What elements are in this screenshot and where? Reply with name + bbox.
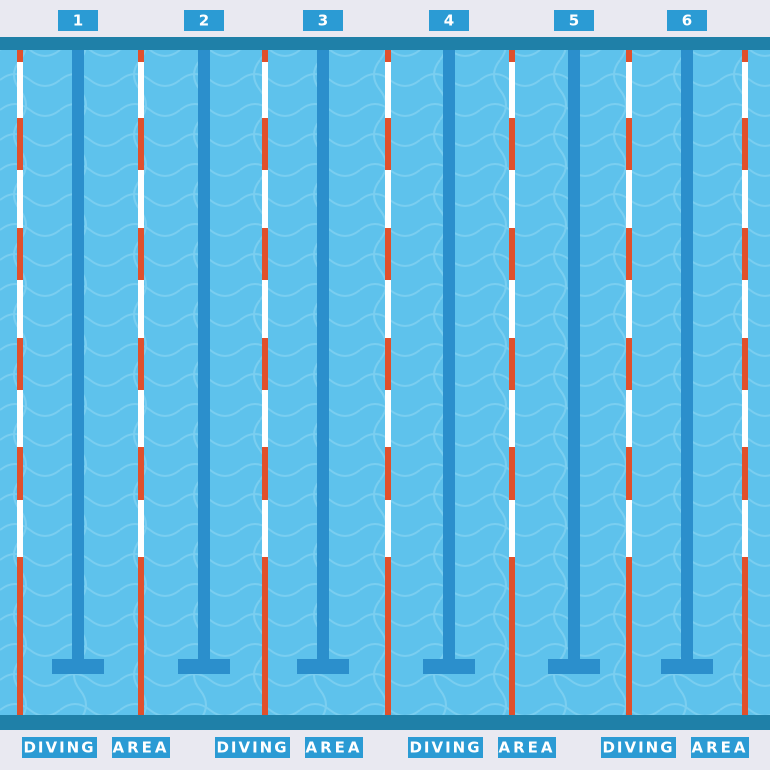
lane-line-end xyxy=(661,659,713,674)
lane-line-end xyxy=(423,659,475,674)
lane-number: 6 xyxy=(682,12,692,30)
label-box xyxy=(215,737,290,758)
rope-float xyxy=(385,447,391,500)
lane-number: 1 xyxy=(73,12,83,30)
lane-line xyxy=(317,50,329,662)
lane-line xyxy=(568,50,580,662)
label-word: AREA xyxy=(305,739,362,757)
rope-float xyxy=(626,557,632,715)
lane-number-box xyxy=(303,10,343,31)
rope-float xyxy=(509,228,515,280)
rope-float xyxy=(509,118,515,170)
rope-float xyxy=(262,50,268,62)
rope-float xyxy=(509,50,515,62)
lane-line-end xyxy=(297,659,349,674)
lane-line-end xyxy=(548,659,600,674)
rope-float xyxy=(742,557,748,715)
lane-line xyxy=(72,50,84,662)
rope-float xyxy=(626,118,632,170)
rope-float xyxy=(742,447,748,500)
label-word: DIVING xyxy=(216,739,288,757)
rope-float xyxy=(742,118,748,170)
rope-float xyxy=(626,228,632,280)
rope-float xyxy=(138,447,144,500)
rope-float xyxy=(626,338,632,390)
rope-float xyxy=(509,557,515,715)
label-box xyxy=(601,737,676,758)
lane-number: 4 xyxy=(444,12,454,30)
label-box xyxy=(22,737,97,758)
rope-float xyxy=(138,228,144,280)
rope-float xyxy=(626,50,632,62)
rope-float xyxy=(138,118,144,170)
lane-line-end xyxy=(52,659,104,674)
top-deck xyxy=(0,0,770,37)
lane-line xyxy=(681,50,693,662)
lane-line-end xyxy=(178,659,230,674)
lane-number-box xyxy=(667,10,707,31)
rope-float xyxy=(262,118,268,170)
rope-float xyxy=(385,338,391,390)
lane-number-box xyxy=(554,10,594,31)
label-word: AREA xyxy=(498,739,555,757)
rope-float xyxy=(17,228,23,280)
rope-float xyxy=(17,338,23,390)
lane-number-box xyxy=(184,10,224,31)
rope-float xyxy=(385,557,391,715)
footer: DIVING AREA DIVING AREA DIVING AREA DIVING AREA xyxy=(22,737,749,758)
label-word: DIVING xyxy=(23,739,95,757)
pool-edge-bottom xyxy=(0,715,770,730)
label-word: AREA xyxy=(691,739,748,757)
rope-float xyxy=(17,50,23,62)
rope-float xyxy=(509,338,515,390)
rope-float xyxy=(138,338,144,390)
label-word: DIVING xyxy=(409,739,481,757)
lane-line xyxy=(443,50,455,662)
lane-number: 5 xyxy=(569,12,579,30)
lane-line xyxy=(198,50,210,662)
lane-number: 3 xyxy=(318,12,328,30)
rope-float xyxy=(262,447,268,500)
rope-float xyxy=(742,228,748,280)
label-box xyxy=(112,737,170,758)
label-box xyxy=(691,737,749,758)
rope-float xyxy=(385,118,391,170)
label-word: DIVING xyxy=(602,739,674,757)
rope-float xyxy=(509,447,515,500)
lane-number: 2 xyxy=(199,12,209,30)
rope-float xyxy=(17,118,23,170)
rope-float xyxy=(385,50,391,62)
label-box xyxy=(305,737,363,758)
rope-float xyxy=(262,338,268,390)
rope-float xyxy=(138,557,144,715)
rope-float xyxy=(742,50,748,62)
label-word: AREA xyxy=(112,739,169,757)
rope-float xyxy=(138,50,144,62)
rope-float xyxy=(385,228,391,280)
rope-float xyxy=(17,447,23,500)
rope-float xyxy=(17,557,23,715)
rope-float xyxy=(262,228,268,280)
rope-float xyxy=(742,338,748,390)
lanes: 1 2 3 4 5 6 xyxy=(52,10,713,674)
label-box xyxy=(498,737,556,758)
label-box xyxy=(408,737,483,758)
lane-number-box xyxy=(58,10,98,31)
rope-float xyxy=(626,447,632,500)
rope-float xyxy=(262,557,268,715)
lane-number-box xyxy=(429,10,469,31)
lane-ropes xyxy=(17,50,748,715)
pool-edge-top xyxy=(0,37,770,50)
